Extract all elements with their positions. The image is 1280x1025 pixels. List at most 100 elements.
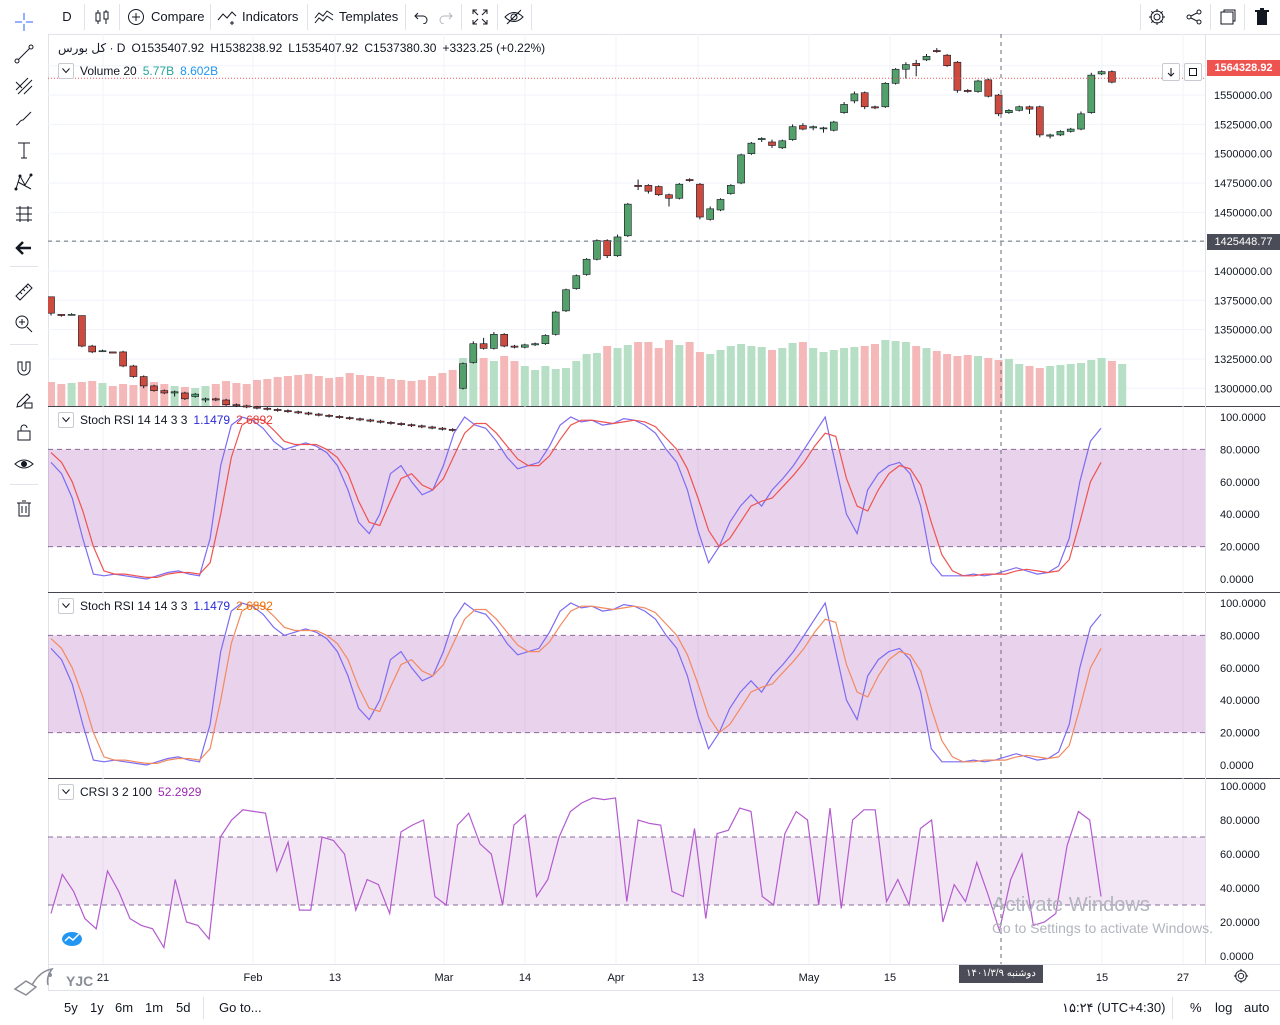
- volume-bar: [953, 356, 962, 406]
- top-toolbar: D Compare Indicators Templates: [0, 0, 1280, 35]
- remove-drawings-tool[interactable]: [12, 496, 36, 520]
- chart-canvas[interactable]: 1575000.001550000.001525000.001500000.00…: [48, 34, 1280, 990]
- volume-label[interactable]: Volume 20: [80, 64, 137, 78]
- candle-body: [366, 419, 375, 422]
- volume-bar: [201, 386, 210, 406]
- stay-drawing-tool[interactable]: [12, 388, 36, 412]
- trendline-tool[interactable]: [12, 42, 36, 66]
- candle-body: [459, 363, 467, 389]
- templates-button[interactable]: Templates: [314, 6, 398, 28]
- zoom-tool[interactable]: [12, 312, 36, 336]
- price-tick-label: 1400000.00: [1214, 266, 1272, 278]
- range-5d[interactable]: 5d: [176, 1000, 191, 1015]
- candle-body: [469, 343, 478, 363]
- indicator-value: 52.2929: [158, 785, 202, 799]
- visibility-tool[interactable]: [12, 452, 36, 476]
- gear-icon: [1233, 968, 1249, 984]
- volume-bar: [726, 346, 735, 406]
- indicator-tick-label: 40.0000: [1220, 695, 1260, 707]
- pane-collapse-toggle[interactable]: [58, 598, 74, 614]
- time-axis[interactable]: 21 Feb 13 Mar 14 Apr 13 May 15 15 27: [97, 972, 1189, 984]
- volume-collapse-toggle[interactable]: [58, 63, 74, 79]
- candle-body: [984, 79, 993, 97]
- back-tool[interactable]: [12, 236, 36, 260]
- indicators-button[interactable]: Indicators: [217, 6, 298, 28]
- range-1y[interactable]: 1y: [90, 1000, 104, 1015]
- fullscreen-button[interactable]: [470, 6, 490, 28]
- price-tick-label: 1325000.00: [1214, 354, 1272, 366]
- last-price-label: 1564328.92: [1207, 60, 1280, 76]
- trash-icon: [1255, 8, 1269, 25]
- log-toggle[interactable]: log: [1215, 1000, 1233, 1015]
- crosshair-tool[interactable]: [12, 10, 36, 34]
- candle-body: [644, 185, 653, 192]
- volume-bar: [386, 379, 395, 406]
- volume-bar: [77, 382, 86, 406]
- percent-toggle[interactable]: %: [1190, 1000, 1202, 1015]
- volume-bar: [737, 344, 746, 406]
- range-5y[interactable]: 5y: [64, 1000, 78, 1015]
- volume-bar: [716, 350, 725, 406]
- tradingview-logo[interactable]: [60, 927, 84, 947]
- axis-settings-button[interactable]: [1232, 967, 1250, 985]
- indicator-tick-label: 40.0000: [1220, 509, 1260, 521]
- yjc-emblem-icon: [13, 967, 54, 996]
- price-axes[interactable]: 1575000.001550000.001525000.001500000.00…: [1214, 61, 1272, 963]
- delete-button[interactable]: [1252, 6, 1272, 28]
- indicator-tick-label: 80.0000: [1220, 815, 1260, 827]
- goto-button[interactable]: Go to...: [219, 1000, 262, 1015]
- chart-area[interactable]: 1575000.001550000.001525000.001500000.00…: [48, 34, 1280, 990]
- measure-tool[interactable]: [12, 280, 36, 304]
- compare-button[interactable]: Compare: [127, 6, 204, 28]
- volume-bar: [974, 356, 982, 406]
- volume-bar: [634, 342, 643, 406]
- arrow-left-icon: [15, 241, 31, 255]
- fib-tool[interactable]: [12, 74, 36, 98]
- candle-body: [541, 335, 550, 345]
- redo-button[interactable]: [438, 6, 454, 28]
- lock-tool[interactable]: [12, 420, 36, 444]
- text-tool[interactable]: [12, 138, 36, 162]
- scroll-to-realtime-button[interactable]: [1162, 63, 1180, 81]
- candle-body: [572, 275, 581, 289]
- volume-bar: [88, 381, 97, 406]
- symbol-title[interactable]: کل بورس · D: [58, 41, 126, 55]
- toolbar-divider: [1210, 4, 1211, 30]
- candle-body: [170, 391, 179, 394]
- prediction-tool[interactable]: [12, 202, 36, 226]
- chart-style-button[interactable]: [92, 6, 112, 28]
- brush-tool[interactable]: [12, 106, 36, 130]
- price-tick-label: 1350000.00: [1214, 325, 1272, 337]
- candle-body: [67, 314, 76, 316]
- settings-button[interactable]: [1147, 6, 1167, 28]
- indicator-label[interactable]: CRSI 3 2 100: [80, 785, 153, 799]
- volume-bar: [314, 376, 323, 406]
- hide-drawings-button[interactable]: [503, 6, 525, 28]
- volume-bar: [1066, 364, 1075, 406]
- undo-button[interactable]: [413, 6, 429, 28]
- snapshot-button[interactable]: [1218, 6, 1238, 28]
- share-button[interactable]: [1184, 6, 1204, 28]
- pane-collapse-toggle[interactable]: [58, 784, 74, 800]
- auto-toggle[interactable]: auto: [1244, 1000, 1270, 1015]
- indicator-series-line: [50, 415, 1102, 580]
- magnet-tool[interactable]: [12, 356, 36, 380]
- volume-bar: [428, 376, 437, 406]
- pattern-icon: [14, 173, 33, 191]
- indicator-label[interactable]: Stoch RSI 14 14 3 3: [80, 413, 188, 427]
- indicator-label[interactable]: Stoch RSI 14 14 3 3: [80, 599, 188, 613]
- interval-button[interactable]: D: [56, 6, 78, 28]
- pattern-tool[interactable]: [12, 170, 36, 194]
- candle-body: [562, 289, 570, 312]
- timezone-clock[interactable]: ۱۵:۲۴ (UTC+4:30): [1062, 1000, 1166, 1015]
- candle-body: [376, 420, 385, 423]
- candle-body: [963, 90, 972, 92]
- crosshair-price-label: 1425448.77: [1207, 234, 1280, 250]
- range-1m[interactable]: 1m: [145, 1000, 164, 1015]
- ohlc-high: H1538238.92: [210, 41, 283, 55]
- volume-bar: [1077, 363, 1085, 406]
- volume-bar: [623, 345, 632, 406]
- range-6m[interactable]: 6m: [115, 1000, 134, 1015]
- reset-chart-button[interactable]: [1184, 63, 1202, 81]
- pane-collapse-toggle[interactable]: [58, 412, 74, 428]
